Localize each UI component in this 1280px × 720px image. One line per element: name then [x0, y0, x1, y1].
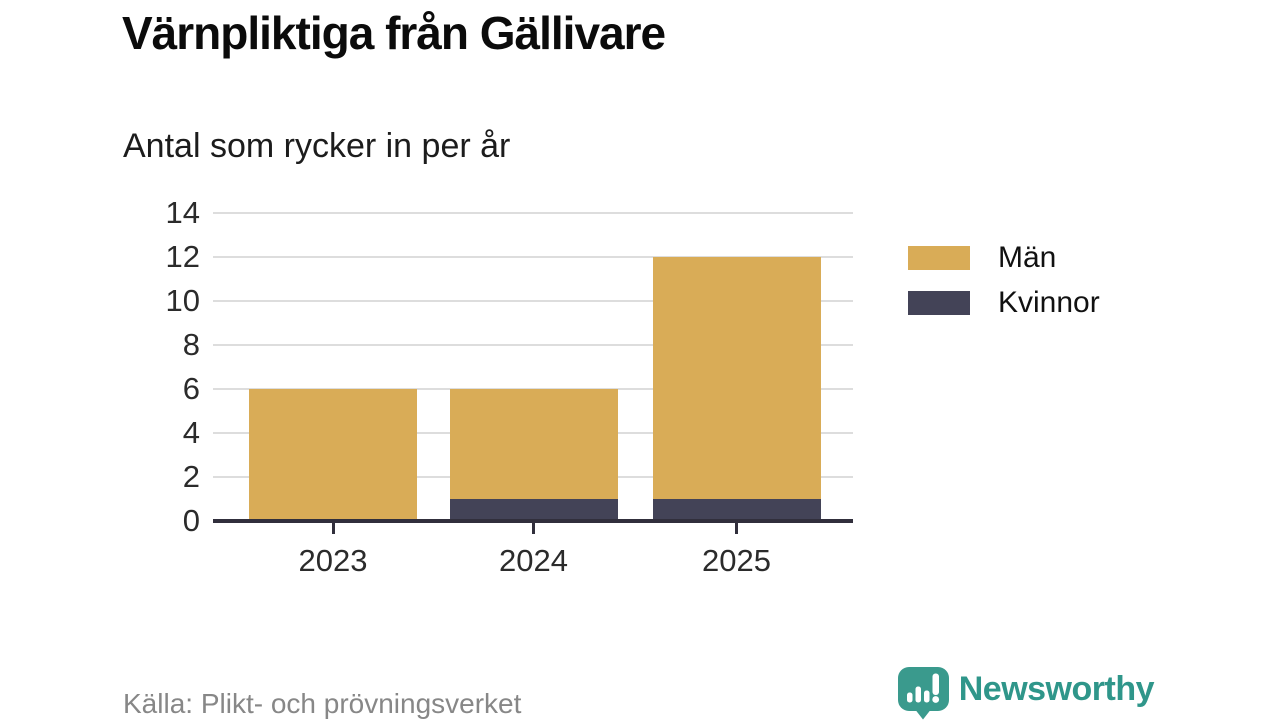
newsworthy-wordmark: Newsworthy	[958, 669, 1155, 708]
x-axis-tick-mark	[532, 523, 535, 534]
chart-title: Värnpliktiga från Gällivare	[122, 7, 666, 59]
bar-2025-kvinnor	[652, 499, 821, 521]
x-axis-tick-mark	[735, 523, 738, 534]
y-axis-tick-label: 10	[165, 283, 200, 318]
y-axis-tick-label: 4	[182, 415, 200, 450]
bar-2025-män	[652, 257, 821, 499]
legend: Män Kvinnor	[908, 243, 1100, 318]
source-note: Källa: Plikt- och prövningsverket	[123, 688, 522, 719]
legend-swatch-kvinnor	[908, 291, 970, 315]
legend-swatch-män	[908, 246, 970, 270]
chart-subtitle: Antal som rycker in per år	[123, 127, 511, 165]
bar-2023-män	[249, 389, 417, 521]
x-axis-line	[213, 519, 853, 523]
legend-label-kvinnor: Kvinnor	[998, 286, 1100, 319]
gridline-y14	[213, 212, 853, 214]
newsworthy-logo-icon	[897, 667, 949, 720]
bar-2024-kvinnor	[449, 499, 618, 521]
y-axis-tick-label: 12	[165, 239, 200, 274]
x-axis-tick-label: 2023	[298, 543, 368, 578]
bar-2024-män	[449, 389, 618, 499]
y-axis-tick-label: 2	[182, 459, 200, 494]
legend-item-män: Män	[908, 243, 1100, 273]
gridline-y8	[213, 344, 853, 346]
y-axis-tick-label: 6	[182, 371, 200, 406]
x-axis-tick-label: 2024	[499, 543, 568, 578]
x-axis-tick-mark	[331, 523, 335, 534]
legend-item-kvinnor: Kvinnor	[908, 288, 1100, 318]
gridline-y10	[213, 300, 853, 302]
gridline-y12	[213, 256, 853, 258]
y-axis-tick-label: 14	[165, 195, 200, 230]
y-axis-tick-label: 8	[182, 327, 200, 362]
y-axis-tick-label: 0	[182, 503, 200, 538]
x-axis-tick-label: 2025	[702, 543, 771, 578]
legend-label-män: Män	[998, 241, 1057, 274]
newsworthy-brand-link[interactable]: Newsworthy	[897, 666, 1155, 720]
